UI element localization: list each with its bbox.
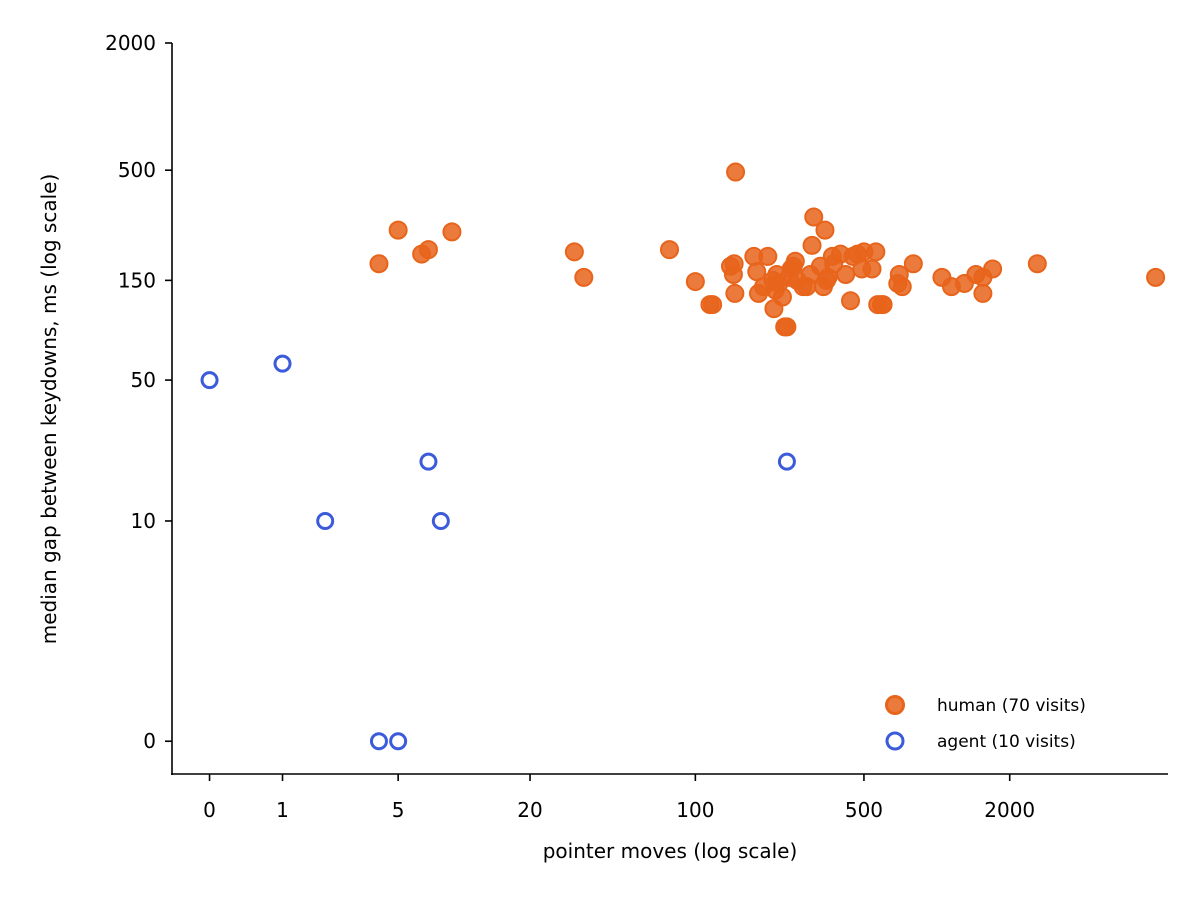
human-point [418,240,438,260]
legend-marker-human [885,695,905,715]
human-point [1146,267,1166,287]
human-point [973,283,993,303]
human-point [983,259,1003,279]
y-tick-label: 50 [131,368,156,392]
human-point [1027,254,1047,274]
agent-point [431,511,450,530]
human-point [442,222,462,242]
human-point [703,295,723,315]
human-point [685,272,705,292]
agent-point [273,354,292,373]
agent-point [369,732,388,751]
human-point [725,283,745,303]
human-point [785,251,805,271]
x-tick-label: 2000 [984,798,1035,822]
human-point [873,295,893,315]
x-tick-label: 5 [392,798,405,822]
y-tick-label: 10 [131,509,156,533]
human-point [892,277,912,297]
human-point [574,267,594,287]
y-tick-label: 0 [143,729,156,753]
y-tick-label: 500 [118,158,156,182]
legend-label-agent: agent (10 visits) [937,732,1076,752]
human-point [659,240,679,260]
agent-point [200,371,219,390]
x-tick-label: 100 [676,798,714,822]
x-tick-label: 1 [276,798,289,822]
human-point [862,259,882,279]
x-ticks: 0 1 5 20 100 500 2000 [203,774,1035,822]
human-point [388,220,408,240]
y-tick-label: 2000 [105,31,156,55]
human-point [804,207,824,227]
agent-point [389,732,408,751]
legend-label-human: human (70 visits) [937,696,1086,716]
human-point [802,235,822,255]
x-tick-label: 20 [517,798,542,822]
human-point [903,254,923,274]
human-point [564,242,584,262]
axes [171,43,1168,775]
human-point [777,317,797,337]
human-point [724,254,744,274]
agent-point [316,511,335,530]
x-tick-label: 0 [203,798,216,822]
data-points [200,162,1166,751]
human-point [841,291,861,311]
agent-point [419,452,438,471]
human-point [815,220,835,240]
human-point [836,264,856,284]
y-tick-label: 150 [118,268,156,292]
human-point [772,287,792,307]
agent-point [777,452,796,471]
legend-marker-agent [885,731,905,751]
y-axis-label: median gap between keydowns, ms (log sca… [37,174,61,645]
x-tick-label: 500 [845,798,883,822]
legend: human (70 visits) agent (10 visits) [885,695,1086,752]
x-axis-label: pointer moves (log scale) [543,839,798,863]
human-point [726,162,746,182]
y-ticks: 0 10 50 150 500 2000 [105,31,172,753]
human-point [369,254,389,274]
human-point [866,242,886,262]
human-point [758,246,778,266]
